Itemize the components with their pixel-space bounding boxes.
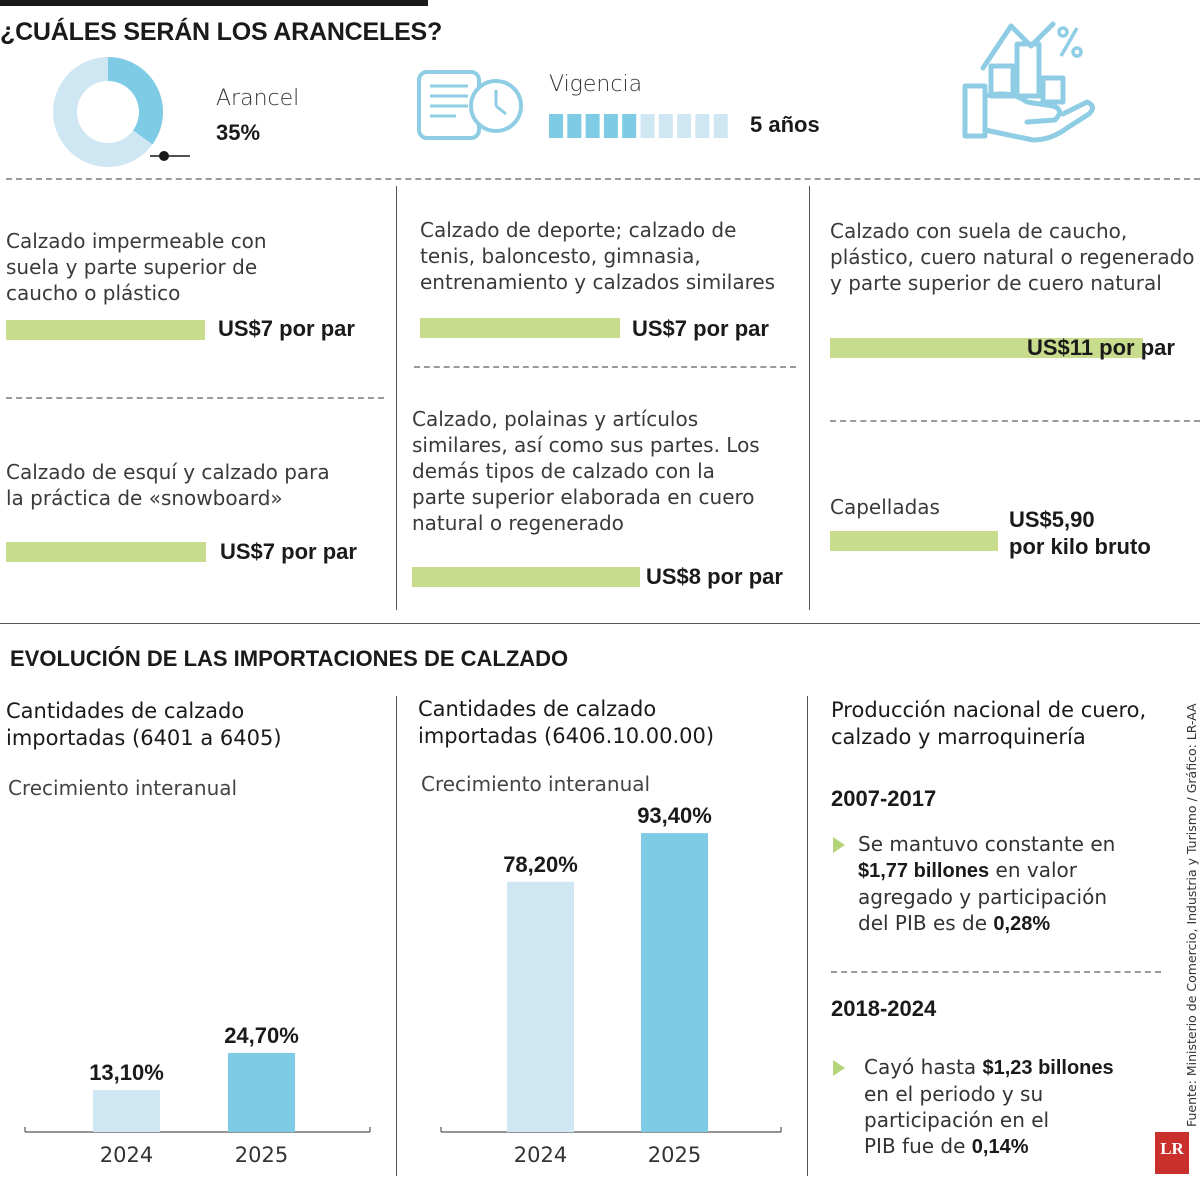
arancel-arc: [107, 57, 163, 145]
lr-logo: LR: [1155, 1132, 1189, 1174]
tariff-4-price: US$7 por par: [220, 539, 357, 564]
tariff-1-description: Calzado impermeable con suela y parte sup…: [6, 229, 267, 305]
x-tick-label: 2024: [514, 1143, 567, 1167]
divider: [414, 366, 796, 368]
vigencia-segment: [695, 114, 710, 138]
page-title: ¿CUÁLES SERÁN LOS ARANCELES?: [0, 18, 443, 46]
period-1-text: Se mantuvo constante en $1,77 billones en…: [858, 831, 1115, 937]
divider: [396, 696, 397, 1176]
source-note-box: Fuente: Ministerio de Comercio, Industri…: [1184, 647, 1200, 1127]
arancel-value: 35%: [216, 120, 261, 145]
x-tick-label: 2025: [235, 1143, 288, 1167]
text-line: $1,77 billones en valor: [858, 858, 1077, 882]
vigencia-segment: [640, 114, 655, 138]
vigencia-value: 5 años: [750, 112, 820, 137]
tariff-1-bar: [6, 320, 205, 340]
vigencia-segment: [603, 114, 618, 138]
vigencia-bar: [549, 114, 728, 138]
arancel-label: Arancel: [216, 86, 300, 111]
tariff-3-bar: [830, 338, 1143, 358]
divider: [830, 420, 1200, 422]
vigencia-segment: [549, 114, 563, 138]
arancel-donut: [53, 57, 190, 167]
tariff-6-bar: [830, 531, 998, 551]
title-bar: [0, 0, 428, 6]
period-2-label: 2018-2024: [831, 996, 937, 1021]
period-1-marker: [833, 837, 845, 853]
value-label: 24,70%: [224, 1023, 299, 1048]
text-line: agregado y participación: [858, 885, 1108, 909]
bar-2025: [641, 833, 708, 1132]
divider: [6, 397, 384, 399]
divider: [396, 186, 397, 610]
hand-chart-icon: [962, 21, 1095, 143]
vigencia-segment: [567, 114, 582, 138]
value-label: 78,20%: [503, 852, 578, 877]
chart-1: 13,10% 2024 24,70% 2025: [24, 1023, 371, 1167]
period-2-text: Cayó hasta $1,23 billones en el periodo y…: [864, 1054, 1114, 1160]
source-note: Fuente: Ministerio de Comercio, Industri…: [1184, 703, 1199, 1127]
vigencia-segment: [622, 114, 637, 138]
chart-1-title: Cantidades de calzado importadas (6401 a …: [6, 699, 282, 750]
text-line: participación en el: [864, 1108, 1050, 1132]
tariff-3-description: Calzado con suela de caucho, plástico, cu…: [830, 219, 1195, 295]
vigencia-segment: [658, 114, 673, 138]
divider: [807, 696, 808, 1176]
value-label: 13,10%: [89, 1060, 164, 1085]
chart-2: 78,20% 2024 93,40% 2025: [440, 803, 782, 1167]
vigencia-segment: [713, 114, 728, 138]
period-2-marker: [833, 1060, 845, 1076]
tariff-4-description: Calzado de esquí y calzado para la prácti…: [6, 460, 330, 510]
text-line: del PIB es de 0,28%: [858, 911, 1051, 935]
text-line: Cayó hasta $1,23 billones: [864, 1055, 1114, 1079]
bar-2024: [93, 1090, 160, 1132]
vigencia-segment: [677, 114, 692, 138]
text-line: PIB fue de 0,14%: [864, 1134, 1029, 1158]
tariff-6-description: Capelladas: [830, 495, 940, 519]
section-title: EVOLUCIÓN DE LAS IMPORTACIONES DE CALZAD…: [10, 646, 569, 671]
production-title: Producción nacional de cuero, calzado y m…: [831, 698, 1147, 749]
divider: [6, 178, 1200, 180]
x-tick-label: 2025: [648, 1143, 701, 1167]
section-divider: [0, 623, 1200, 624]
text-line: Se mantuvo constante en: [858, 832, 1116, 856]
tariff-6-price: US$5,90 por kilo bruto: [1009, 507, 1151, 559]
document-clock-icon: [417, 70, 523, 140]
tariff-2-bar: [420, 318, 620, 338]
tariff-2-price: US$7 por par: [632, 316, 769, 341]
vigencia-segment: [585, 114, 600, 138]
divider: [831, 971, 1161, 973]
chart-2-title: Cantidades de calzado importadas (6406.10…: [418, 697, 715, 748]
vigencia-label: Vigencia: [549, 72, 643, 97]
text-line: en el periodo y su: [864, 1082, 1044, 1106]
tariff-4-bar: [6, 542, 206, 562]
period-1-label: 2007-2017: [831, 786, 937, 811]
bar-2025: [228, 1052, 295, 1132]
value-label: 93,40%: [637, 803, 712, 828]
bar-2024: [507, 881, 574, 1132]
tariff-3-price: US$11 por par: [1027, 335, 1175, 360]
tariff-1-price: US$7 por par: [218, 316, 355, 341]
tariff-5-price: US$8 por par: [646, 564, 783, 589]
x-tick-label: 2024: [100, 1143, 153, 1167]
tariff-5-description: Calzado, polainas y artículos similares, …: [412, 407, 760, 535]
chart-1-subtitle: Crecimiento interanual: [8, 776, 238, 800]
chart-2-subtitle: Crecimiento interanual: [421, 772, 651, 796]
tariff-2-description: Calzado de deporte; calzado de tenis, bal…: [420, 218, 776, 294]
tariff-5-bar: [412, 567, 640, 587]
divider: [809, 186, 810, 610]
